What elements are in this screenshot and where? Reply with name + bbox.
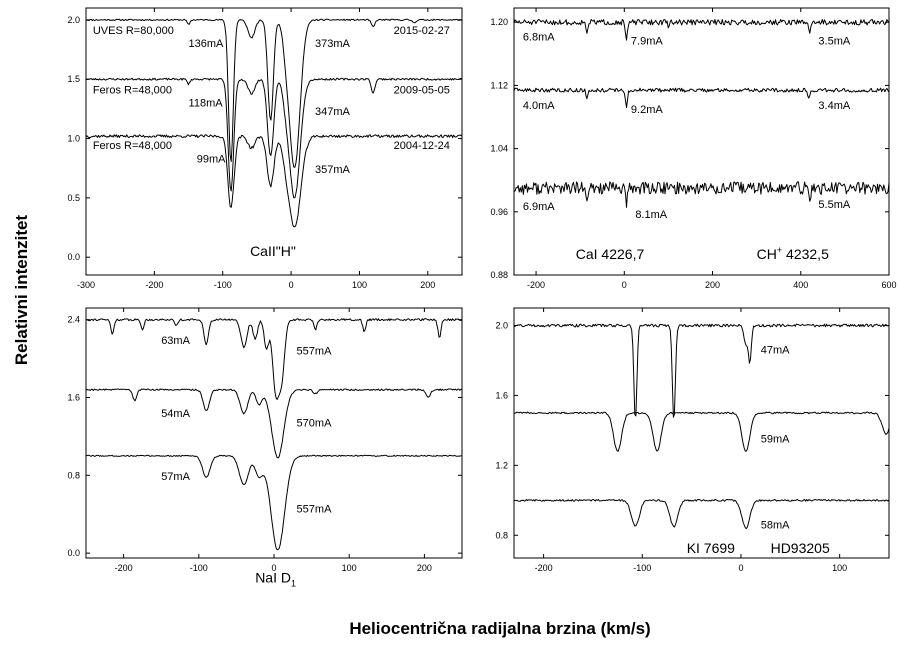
annotation-label: 9.2mA	[631, 104, 663, 116]
annotation-label: CaI 4226,7	[576, 246, 645, 262]
y-axis-title: Relativni intenzitet	[12, 215, 31, 366]
y-tick-label: 1.2	[495, 460, 508, 470]
y-tick-label: 2.4	[67, 315, 80, 325]
annotation-label: 373mA	[315, 38, 351, 50]
panel-nai: -200 -100 0 100 200 0.0 0.8 1.6 2.4 63mA 557mA 54mA…	[67, 307, 463, 588]
annotation-label: 58mA	[761, 519, 790, 531]
plot-frame	[513, 7, 890, 276]
y-tick-label: 1.6	[495, 390, 508, 400]
plot-frame	[85, 7, 463, 276]
x-tick-label: -200	[535, 563, 553, 573]
annotation-label: 57mA	[161, 471, 190, 483]
panel-cai: -200 0 200 400 600 0.88 0.96 1.04 1.12 1.20 6.8mA 7…	[490, 7, 897, 290]
annotation-label: 3.5mA	[818, 35, 850, 47]
x-tick-label: -100	[214, 280, 232, 290]
annotation-label: 357mA	[315, 164, 351, 176]
y-tick-label: 1.6	[67, 392, 80, 402]
annotation-label: KI 7699	[687, 540, 735, 556]
annotation-label: 7.9mA	[631, 35, 663, 47]
annotation-label: 557mA	[297, 346, 333, 358]
y-tick-label: 2.0	[495, 320, 508, 330]
annotation-label: Feros R=48,000	[93, 140, 172, 152]
x-tick-label: 600	[881, 280, 896, 290]
x-tick-label: 0	[622, 280, 627, 290]
annotation-label: 2009-05-05	[394, 84, 450, 96]
x-tick-label: -200	[145, 280, 163, 290]
annotation-label: 118mA	[189, 97, 224, 109]
x-tick-label: 0	[271, 563, 276, 573]
y-tick-label: 0.96	[490, 207, 508, 217]
x-tick-label: -200	[115, 563, 133, 573]
annotation-label: 136mA	[189, 38, 225, 50]
annotation-label: UVES R=80,000	[93, 25, 174, 37]
plot-frame	[513, 307, 890, 559]
y-tick-label: 1.04	[490, 144, 508, 154]
panel-caii: -300 -200 -100 0 100 200 0.0 0.5 1.0 1.5 2.0 UVES R…	[67, 7, 463, 290]
spectrum-trace-2	[513, 87, 890, 109]
annotation-label: 5.5mA	[818, 199, 850, 211]
annotation-label: 347mA	[315, 106, 351, 118]
annotation-label: CH+ 4232,5	[757, 245, 829, 262]
x-tick-label: 100	[352, 280, 367, 290]
plot-frame	[85, 307, 463, 559]
y-tick-label: 0.0	[67, 548, 80, 558]
x-tick-label: 100	[832, 563, 847, 573]
annotation-label: 2004-12-24	[394, 140, 450, 152]
x-tick-label: 100	[342, 563, 357, 573]
spectrum-trace-1	[513, 323, 890, 418]
y-tick-label: 1.0	[67, 134, 80, 144]
annotation-label: 4.0mA	[523, 100, 555, 112]
x-tick-label: 0	[738, 563, 743, 573]
spectrum-trace-2	[85, 388, 463, 459]
x-tick-label: -200	[527, 280, 545, 290]
annotation-label: 570mA	[297, 418, 333, 430]
annotation-label: 2015-02-27	[394, 25, 450, 37]
annotation-label: 63mA	[161, 335, 190, 347]
y-tick-label: 0.0	[67, 252, 80, 262]
annotation-label: 59mA	[761, 434, 790, 446]
spectrum-trace-2	[85, 77, 463, 199]
spectrum-trace-3	[85, 134, 463, 228]
annotation-label: HD93205	[771, 540, 830, 556]
annotation-label: NaI D1	[255, 569, 296, 588]
annotation-label: 6.9mA	[523, 201, 555, 213]
y-tick-label: 1.12	[490, 80, 508, 90]
y-tick-label: 2.0	[67, 15, 80, 25]
x-tick-label: 200	[420, 280, 435, 290]
spectrum-trace-3	[513, 498, 890, 530]
annotation-label: 54mA	[161, 408, 190, 420]
spectrum-trace-3	[514, 181, 890, 208]
annotation-label: 8.1mA	[635, 209, 667, 221]
y-tick-label: 1.20	[490, 17, 508, 27]
annotation-label: 99mA	[197, 153, 226, 165]
x-tick-label: -100	[190, 563, 208, 573]
annotation-label: 6.8mA	[523, 31, 555, 43]
x-tick-label: -300	[77, 280, 95, 290]
x-tick-label: 0	[289, 280, 294, 290]
annotation-label: CaII"H"	[250, 243, 296, 259]
x-tick-label: 200	[417, 563, 432, 573]
y-tick-label: 0.88	[490, 270, 508, 280]
annotation-label: 47mA	[761, 344, 790, 356]
x-tick-label: -100	[633, 563, 651, 573]
annotation-label: 557mA	[297, 503, 333, 515]
spectrum-trace-1	[86, 18, 463, 168]
x-tick-label: 200	[705, 280, 720, 290]
y-tick-label: 1.5	[67, 74, 80, 84]
annotation-label: 3.4mA	[818, 100, 850, 112]
x-tick-label: 400	[793, 280, 808, 290]
panel-ki: -200 -100 0 100 0.8 1.2 1.6 2.0 47mA 59mA 58mA KI 7…	[495, 307, 890, 573]
y-tick-label: 0.5	[67, 193, 80, 203]
x-axis-title: Heliocentrična radijalna brzina (km/s)	[349, 619, 650, 638]
y-tick-label: 0.8	[67, 470, 80, 480]
spectrum-trace-1	[85, 318, 463, 400]
spectrum-trace-3	[85, 454, 463, 551]
spectrum-trace-2	[514, 411, 890, 452]
spectrum-trace-1	[513, 19, 890, 41]
annotation-label: Feros R=48,000	[93, 84, 172, 96]
y-tick-label: 0.8	[495, 530, 508, 540]
